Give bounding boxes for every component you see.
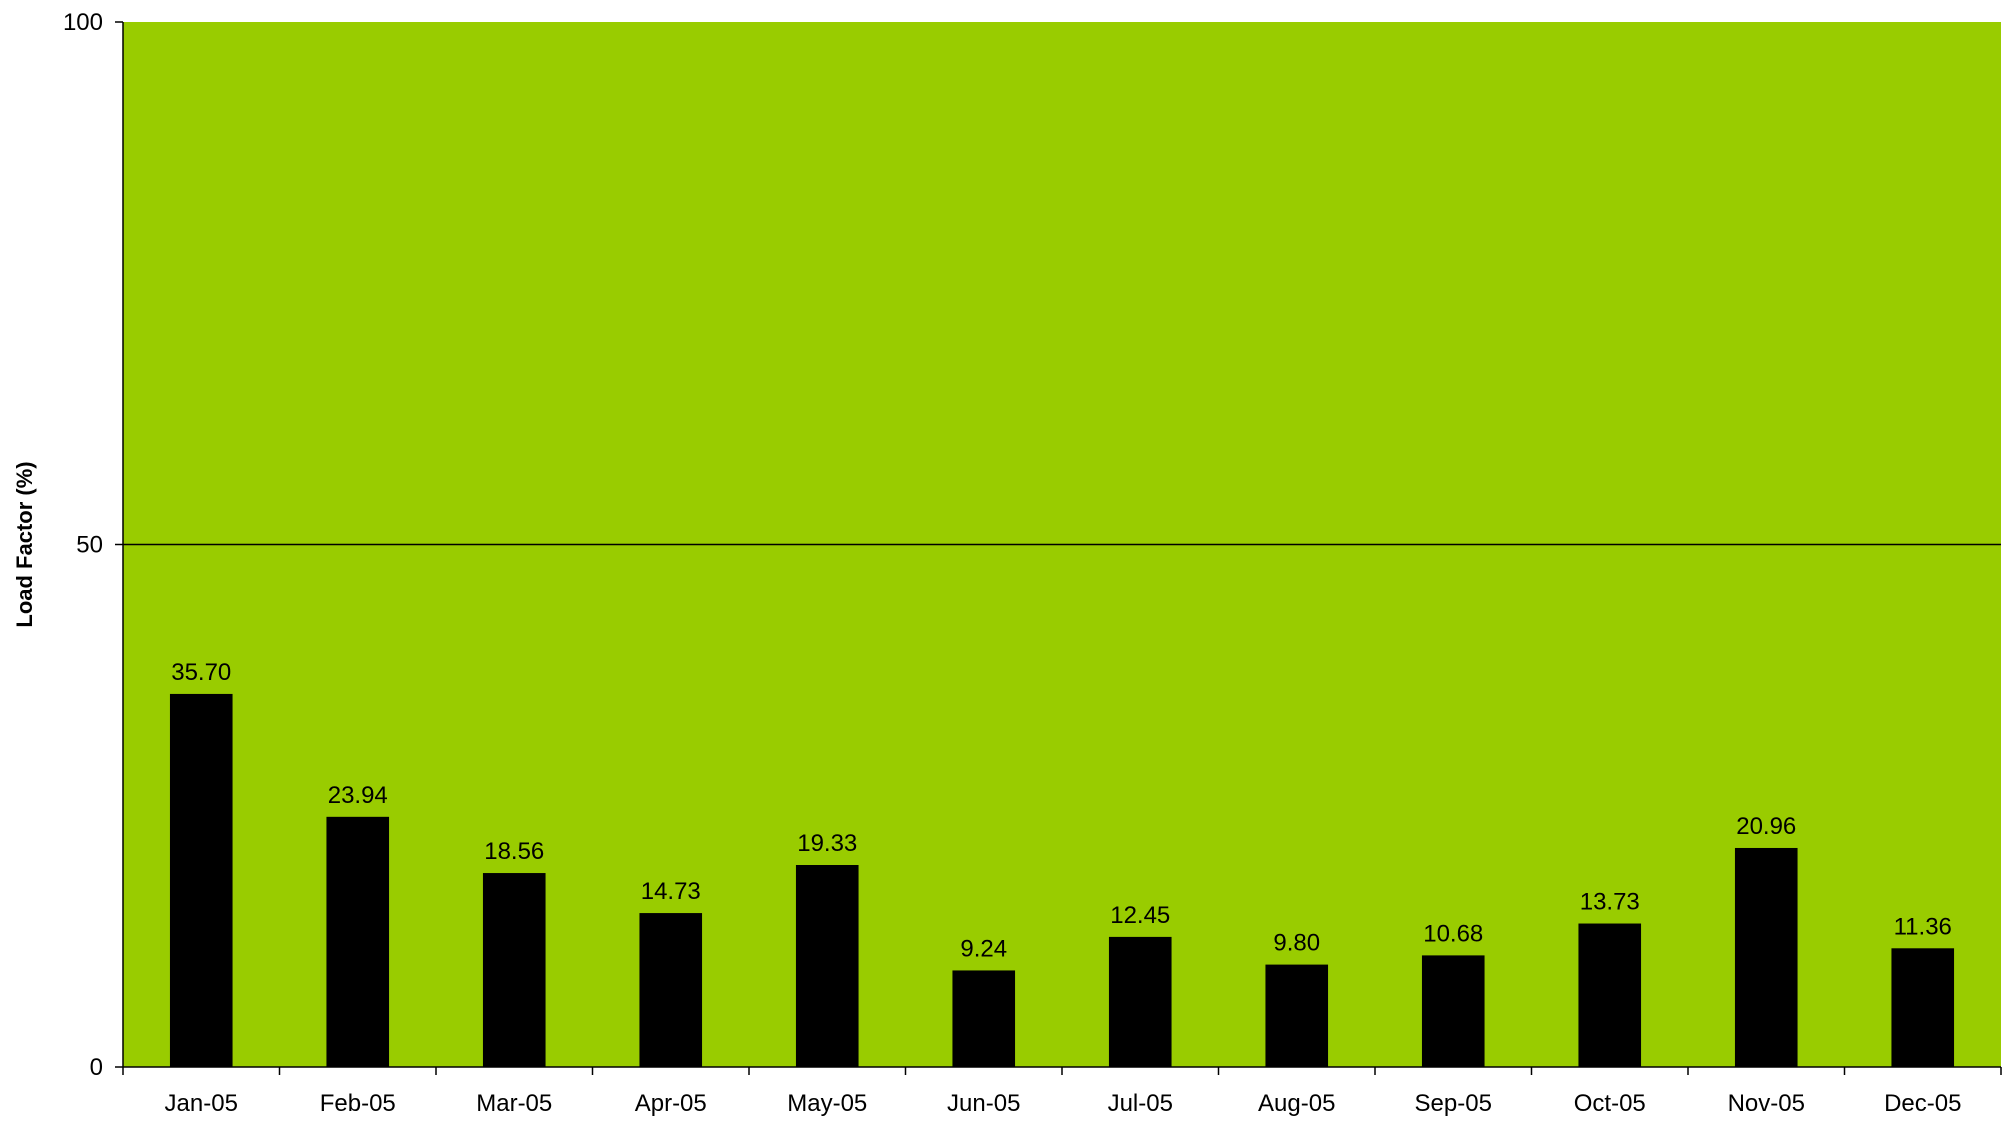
x-tick-label-jan-05: Jan-05 [165,1090,238,1117]
data-label-nov-05: 20.96 [1736,813,1796,840]
bar-jul-05 [1108,936,1172,1067]
data-label-jan-05: 35.70 [171,659,231,686]
data-label-mar-05: 18.56 [484,838,544,865]
data-label-sep-05: 10.68 [1423,920,1483,947]
y-axis-title: Load Factor (%) [12,461,37,627]
data-label-apr-05: 14.73 [641,878,701,905]
bar-sep-05 [1421,955,1485,1067]
data-label-aug-05: 9.80 [1273,930,1320,957]
x-tick-label-dec-05: Dec-05 [1884,1090,1961,1117]
data-label-may-05: 19.33 [797,830,857,857]
bar-nov-05 [1734,847,1798,1067]
bar-apr-05 [639,913,703,1067]
bar-dec-05 [1891,948,1955,1067]
y-tick-label: 50 [76,532,103,559]
bar-aug-05 [1265,964,1329,1067]
x-tick-label-mar-05: Mar-05 [476,1090,552,1117]
bar-jan-05 [169,693,233,1067]
data-label-feb-05: 23.94 [328,782,388,809]
labels: 35.70 Jan-05 23.94 Feb-05 18.56 Mar-05 14.73 Ap… [165,659,1962,1117]
bar-may-05 [795,865,859,1067]
bars [169,693,1955,1067]
x-tick-label-feb-05: Feb-05 [320,1090,396,1117]
x-tick-label-may-05: May-05 [787,1090,867,1117]
y-tick-label: 0 [90,1054,103,1081]
data-label-jul-05: 12.45 [1110,902,1170,929]
data-label-dec-05: 11.36 [1894,913,1952,940]
bar-oct-05 [1578,923,1642,1067]
x-tick-label-jul-05: Jul-05 [1108,1090,1173,1117]
x-tick-label-sep-05: Sep-05 [1415,1090,1492,1117]
axes: 0 50 100 [63,9,2002,1081]
y-tick-label: 100 [63,9,103,36]
x-tick-label-nov-05: Nov-05 [1728,1090,1805,1117]
x-tick-label-oct-05: Oct-05 [1574,1090,1646,1117]
x-tick-label-apr-05: Apr-05 [635,1090,707,1117]
data-label-jun-05: 9.24 [960,935,1007,962]
bar-mar-05 [482,873,546,1067]
data-label-oct-05: 13.73 [1580,889,1640,916]
x-tick-label-jun-05: Jun-05 [947,1090,1020,1117]
bar-jun-05 [952,970,1016,1067]
bar-feb-05 [326,816,390,1067]
x-tick-label-aug-05: Aug-05 [1258,1090,1335,1117]
